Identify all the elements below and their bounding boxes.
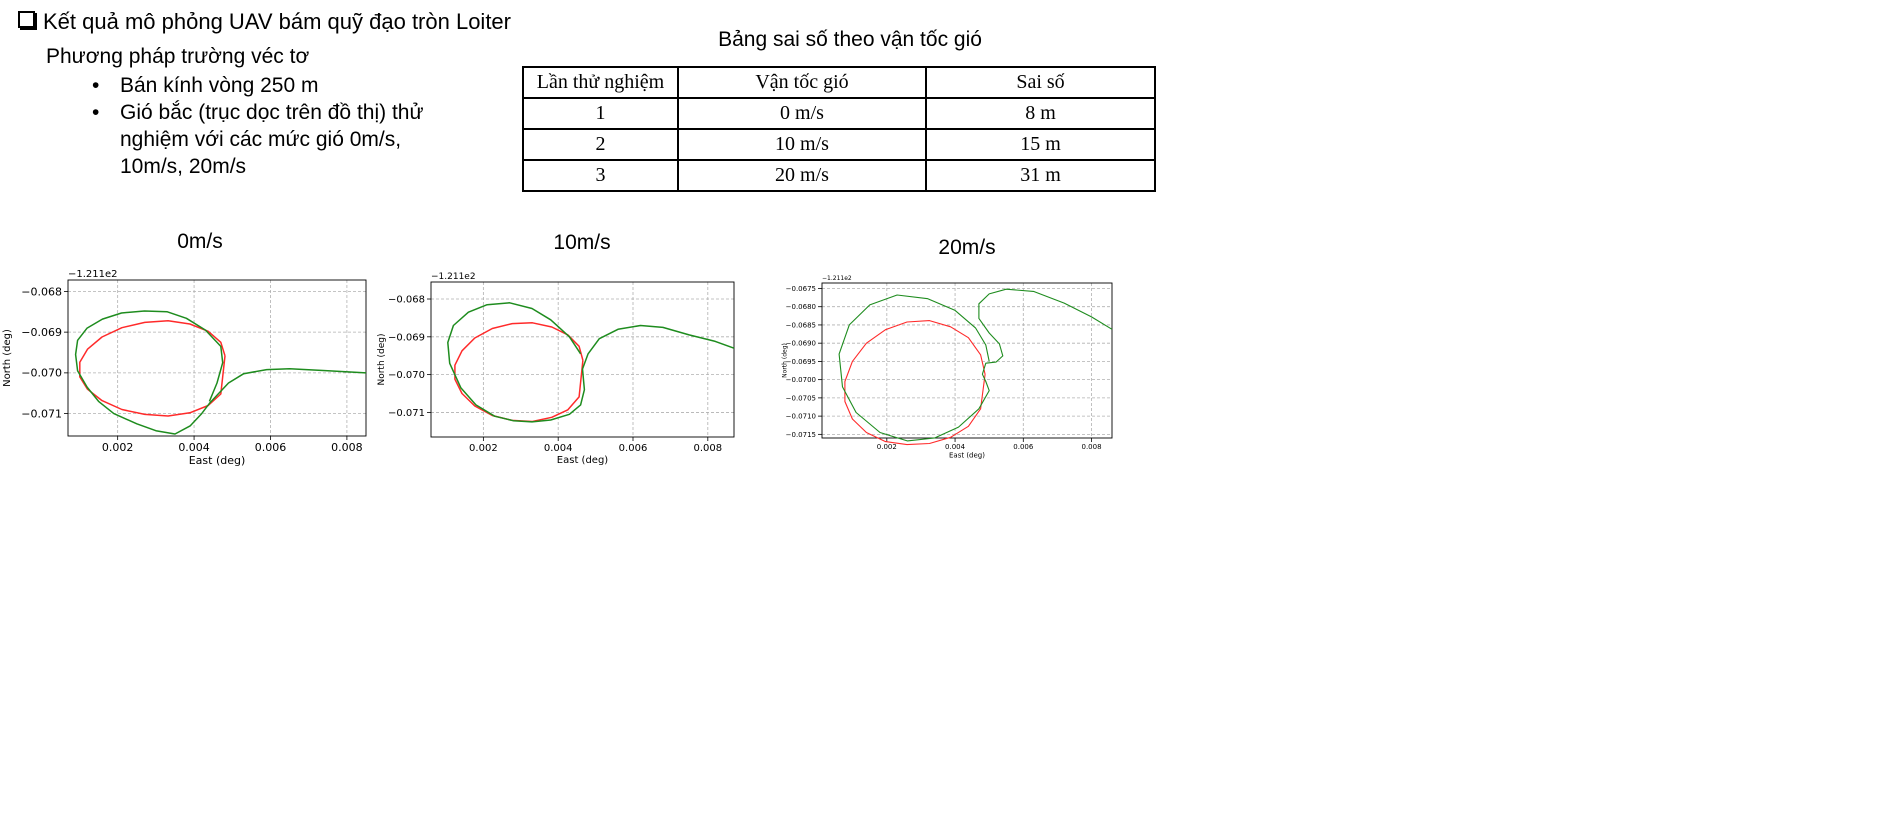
x-axis-label: East (deg) (557, 455, 609, 466)
reference-trajectory-line (79, 319, 226, 417)
x-tick-label: 0.004 (178, 441, 210, 454)
error-table: Lần thử nghiệm Vận tốc gió Sai số 1 0 m/… (522, 66, 1156, 192)
x-tick-label: 0.002 (469, 443, 498, 454)
axis-offset-label: −1.211e2 (68, 269, 118, 280)
table-title: Bảng sai số theo vận tốc gió (718, 28, 982, 51)
header-cell: Vận tốc gió (677, 66, 927, 99)
trajectory-plot-0mps: 0.002 0.004 0.006 0.008 −0.068 −0.069 −0.070 −0… (2, 269, 367, 467)
table-header-row: Lần thử nghiệm Vận tốc gió Sai số (522, 66, 1156, 99)
plot-title-0: 0m/s (177, 230, 223, 253)
slide-subheading: Phương pháp trường véc tơ (46, 45, 310, 68)
table-cell: 0 m/s (677, 97, 927, 130)
y-tick-label: −0.070 (388, 370, 425, 381)
table-row: 2 10 m/s 15 m (522, 128, 1156, 161)
y-axis-label: North (deg) (781, 343, 788, 378)
table-cell: 1 (522, 97, 679, 130)
x-tick-label: 0.008 (1082, 443, 1102, 451)
y-tick-label: −0.069 (388, 332, 425, 343)
table-cell: 10 m/s (677, 128, 927, 161)
table-cell: 31 m (925, 159, 1156, 192)
y-tick-label: −0.0710 (786, 413, 816, 421)
reference-trajectory-line (844, 320, 986, 446)
x-tick-label: 0.006 (255, 441, 287, 454)
x-tick-label: 0.004 (544, 443, 573, 454)
y-tick-label: −0.068 (21, 285, 62, 298)
y-tick-label: −0.0685 (786, 321, 816, 329)
y-tick-label: −0.0705 (786, 394, 816, 402)
x-tick-label: 0.006 (1013, 443, 1034, 451)
checkbox-bullet-icon (18, 11, 35, 28)
x-tick-label: 0.002 (877, 443, 897, 451)
y-tick-label: −0.0690 (786, 340, 816, 348)
reference-trajectory-line (454, 322, 584, 423)
y-tick-label: −0.0695 (786, 358, 816, 366)
slide-heading-text: Kết quả mô phỏng UAV bám quỹ đạo tròn Lo… (43, 9, 511, 34)
y-tick-label: −0.071 (388, 408, 425, 419)
table-cell: 3 (522, 159, 679, 192)
actual-trajectory-line (447, 302, 735, 423)
axis-offset-label: −1.211e2 (431, 272, 476, 282)
table-row: 3 20 m/s 31 m (522, 159, 1156, 192)
y-tick-label: −0.071 (21, 407, 62, 420)
trajectory-plot-10mps: 0.002 0.004 0.006 0.008 −0.068 −0.069 −0.070 −0… (377, 272, 735, 466)
table-cell: 15 m (925, 128, 1156, 161)
plot-frame (821, 282, 1113, 439)
y-tick-label: −0.069 (21, 326, 62, 339)
x-axis-label: East (deg) (949, 451, 985, 459)
axis-offset-label: −1.211e2 (822, 275, 852, 282)
bullet-list: Bán kính vòng 250 m Gió bắc (trục dọc tr… (92, 72, 465, 180)
x-axis-label: East (deg) (189, 454, 246, 467)
x-tick-label: 0.004 (945, 443, 966, 451)
y-tick-label: −0.0715 (786, 431, 816, 439)
table-cell: 2 (522, 128, 679, 161)
y-tick-label: −0.0680 (786, 303, 816, 311)
x-tick-label: 0.002 (102, 441, 134, 454)
actual-trajectory-line (74, 310, 367, 435)
y-tick-label: −0.0675 (786, 285, 816, 293)
plot-title-2: 20m/s (938, 236, 996, 259)
plot-title-1: 10m/s (553, 231, 611, 254)
header-cell: Lần thử nghiệm (522, 66, 679, 99)
x-tick-label: 0.006 (619, 443, 648, 454)
actual-trajectory-line (838, 288, 1113, 442)
trajectory-plot-20mps: 0.002 0.004 0.006 0.008 −0.0675 −0.0680 −0.068… (781, 275, 1113, 459)
bullet-item: Gió bắc (trục dọc trên đồ thị) thử nghiệ… (92, 99, 465, 180)
plot-frame (67, 279, 367, 437)
y-tick-label: −0.068 (388, 295, 425, 306)
y-tick-label: −0.0700 (786, 376, 816, 384)
slide-heading: Kết quả mô phỏng UAV bám quỹ đạo tròn Lo… (18, 9, 511, 35)
x-tick-label: 0.008 (693, 443, 722, 454)
header-cell: Sai số (925, 66, 1156, 99)
y-axis-label: North (deg) (377, 333, 387, 385)
table-cell: 20 m/s (677, 159, 927, 192)
y-tick-label: −0.070 (21, 367, 62, 380)
bullet-item: Bán kính vòng 250 m (92, 72, 465, 99)
table-cell: 8 m (925, 97, 1156, 130)
x-tick-label: 0.008 (331, 441, 363, 454)
table-row: 1 0 m/s 8 m (522, 97, 1156, 130)
plot-frame (430, 281, 735, 438)
y-axis-label: North (deg) (2, 329, 13, 387)
